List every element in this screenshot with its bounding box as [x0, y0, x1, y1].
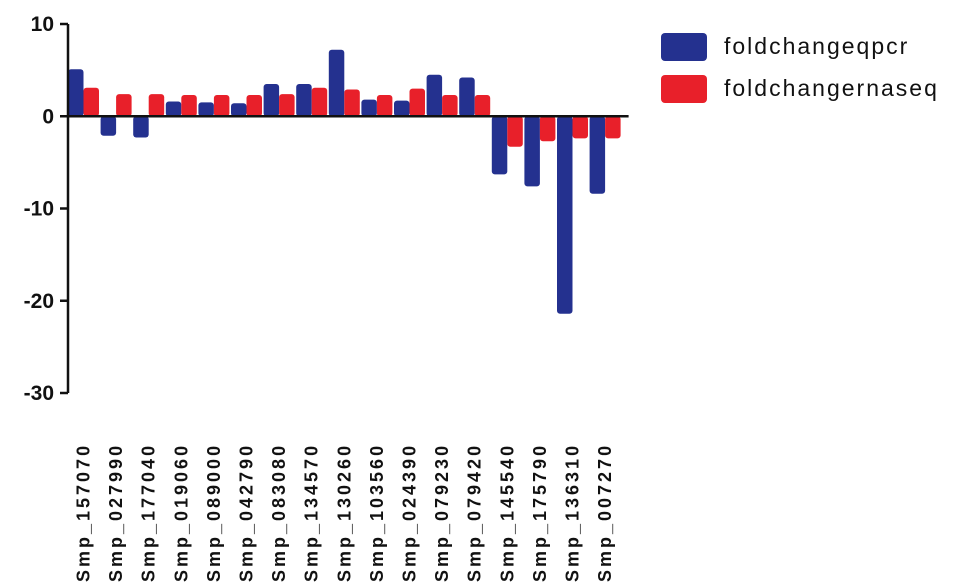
bar-foldchangeqpcr-Smp_024390: [394, 100, 410, 117]
bar-foldchangeqpcr-Smp_019060: [165, 101, 182, 117]
bar-foldchangernaseq-Smp_157070: [83, 87, 99, 117]
plot-area: [68, 49, 621, 314]
x-tick-label: Smp_089000: [204, 443, 224, 582]
x-tick-label: Smp_103560: [367, 443, 387, 582]
bar-foldchangernaseq-Smp_027990: [116, 94, 132, 117]
legend: foldchangeqpcr foldchangernaseq: [661, 33, 939, 103]
x-tick-label: Smp_083080: [269, 443, 289, 582]
legend-swatch: [661, 33, 707, 61]
bar-foldchangeqpcr-Smp_027990: [100, 116, 117, 136]
bar-foldchangernaseq-Smp_145540: [507, 116, 523, 147]
x-tick-label: Smp_079420: [465, 443, 485, 582]
x-tick-label: Smp_027990: [106, 443, 126, 582]
legend-label: foldchangernaseq: [724, 75, 939, 101]
x-tick-label: Smp_042790: [237, 443, 257, 582]
bar-foldchangernaseq-Smp_083080: [279, 94, 295, 117]
bar-foldchangernaseq-Smp_089000: [213, 95, 230, 117]
bar-foldchangernaseq-Smp_079420: [474, 95, 491, 117]
bar-foldchangeqpcr-Smp_079420: [459, 77, 475, 117]
x-tick-label: Smp_175790: [530, 443, 550, 582]
x-axis: Smp_157070 Smp_027990 Smp_177040 Smp_019060…: [68, 115, 629, 582]
bar-foldchangeqpcr-Smp_177040: [133, 116, 149, 138]
bar-foldchangeqpcr-Smp_103560: [361, 99, 377, 117]
bar-foldchangernaseq-Smp_130260: [344, 89, 360, 117]
bar-foldchangernaseq-Smp_134570: [311, 87, 328, 117]
bar-foldchangeqpcr-Smp_136310: [557, 116, 573, 314]
y-tick-label: -10: [24, 198, 54, 221]
bar-foldchangeqpcr-Smp_042790: [231, 103, 247, 117]
bar-foldchangeqpcr-Smp_157070: [68, 69, 84, 117]
x-tick-label: Smp_019060: [171, 443, 191, 582]
x-tick-label: Smp_145540: [497, 443, 517, 582]
bar-foldchangeqpcr-Smp_083080: [263, 84, 280, 117]
y-tick-label: 10: [31, 13, 54, 36]
x-tick-label: Smp_130260: [334, 443, 354, 582]
y-axis: 10 0 -10 -20 -30: [24, 13, 70, 405]
legend-label: foldchangeqpcr: [724, 33, 909, 59]
bar-foldchangernaseq-Smp_103560: [376, 95, 393, 117]
bar-foldchangeqpcr-Smp_089000: [198, 102, 214, 117]
bar-foldchangernaseq-Smp_007270: [605, 116, 621, 139]
bar-foldchangernaseq-Smp_175790: [539, 116, 556, 142]
y-tick-label: -30: [24, 382, 54, 405]
bar-foldchangeqpcr-Smp_079230: [426, 74, 443, 117]
bar-foldchangernaseq-Smp_019060: [181, 95, 197, 117]
x-tick-label: Smp_134570: [302, 443, 322, 582]
y-tick-label: 0: [42, 105, 54, 128]
bar-foldchangernaseq-Smp_079230: [442, 95, 458, 117]
x-tick-label: Smp_079230: [432, 443, 452, 582]
legend-swatch: [661, 75, 707, 103]
bar-foldchangernaseq-Smp_024390: [409, 88, 425, 117]
bar-foldchangeqpcr-Smp_134570: [296, 84, 312, 117]
x-tick-label: Smp_024390: [400, 443, 420, 582]
x-tick-label: Smp_136310: [563, 443, 583, 582]
x-tick-label: Smp_177040: [139, 443, 159, 582]
x-tick-label: Smp_007270: [595, 443, 615, 582]
bar-foldchangeqpcr-Smp_007270: [589, 116, 606, 194]
y-tick-label: -20: [24, 290, 54, 313]
bar-foldchangernaseq-Smp_177040: [148, 94, 165, 117]
x-tick-label: Smp_157070: [74, 443, 94, 582]
bar-foldchangeqpcr-Smp_145540: [491, 116, 508, 175]
bar-foldchangeqpcr-Smp_175790: [524, 116, 540, 187]
bar-foldchangernaseq-Smp_042790: [246, 95, 262, 117]
bar-foldchangeqpcr-Smp_130260: [328, 49, 345, 117]
bar-foldchangernaseq-Smp_136310: [572, 116, 588, 139]
